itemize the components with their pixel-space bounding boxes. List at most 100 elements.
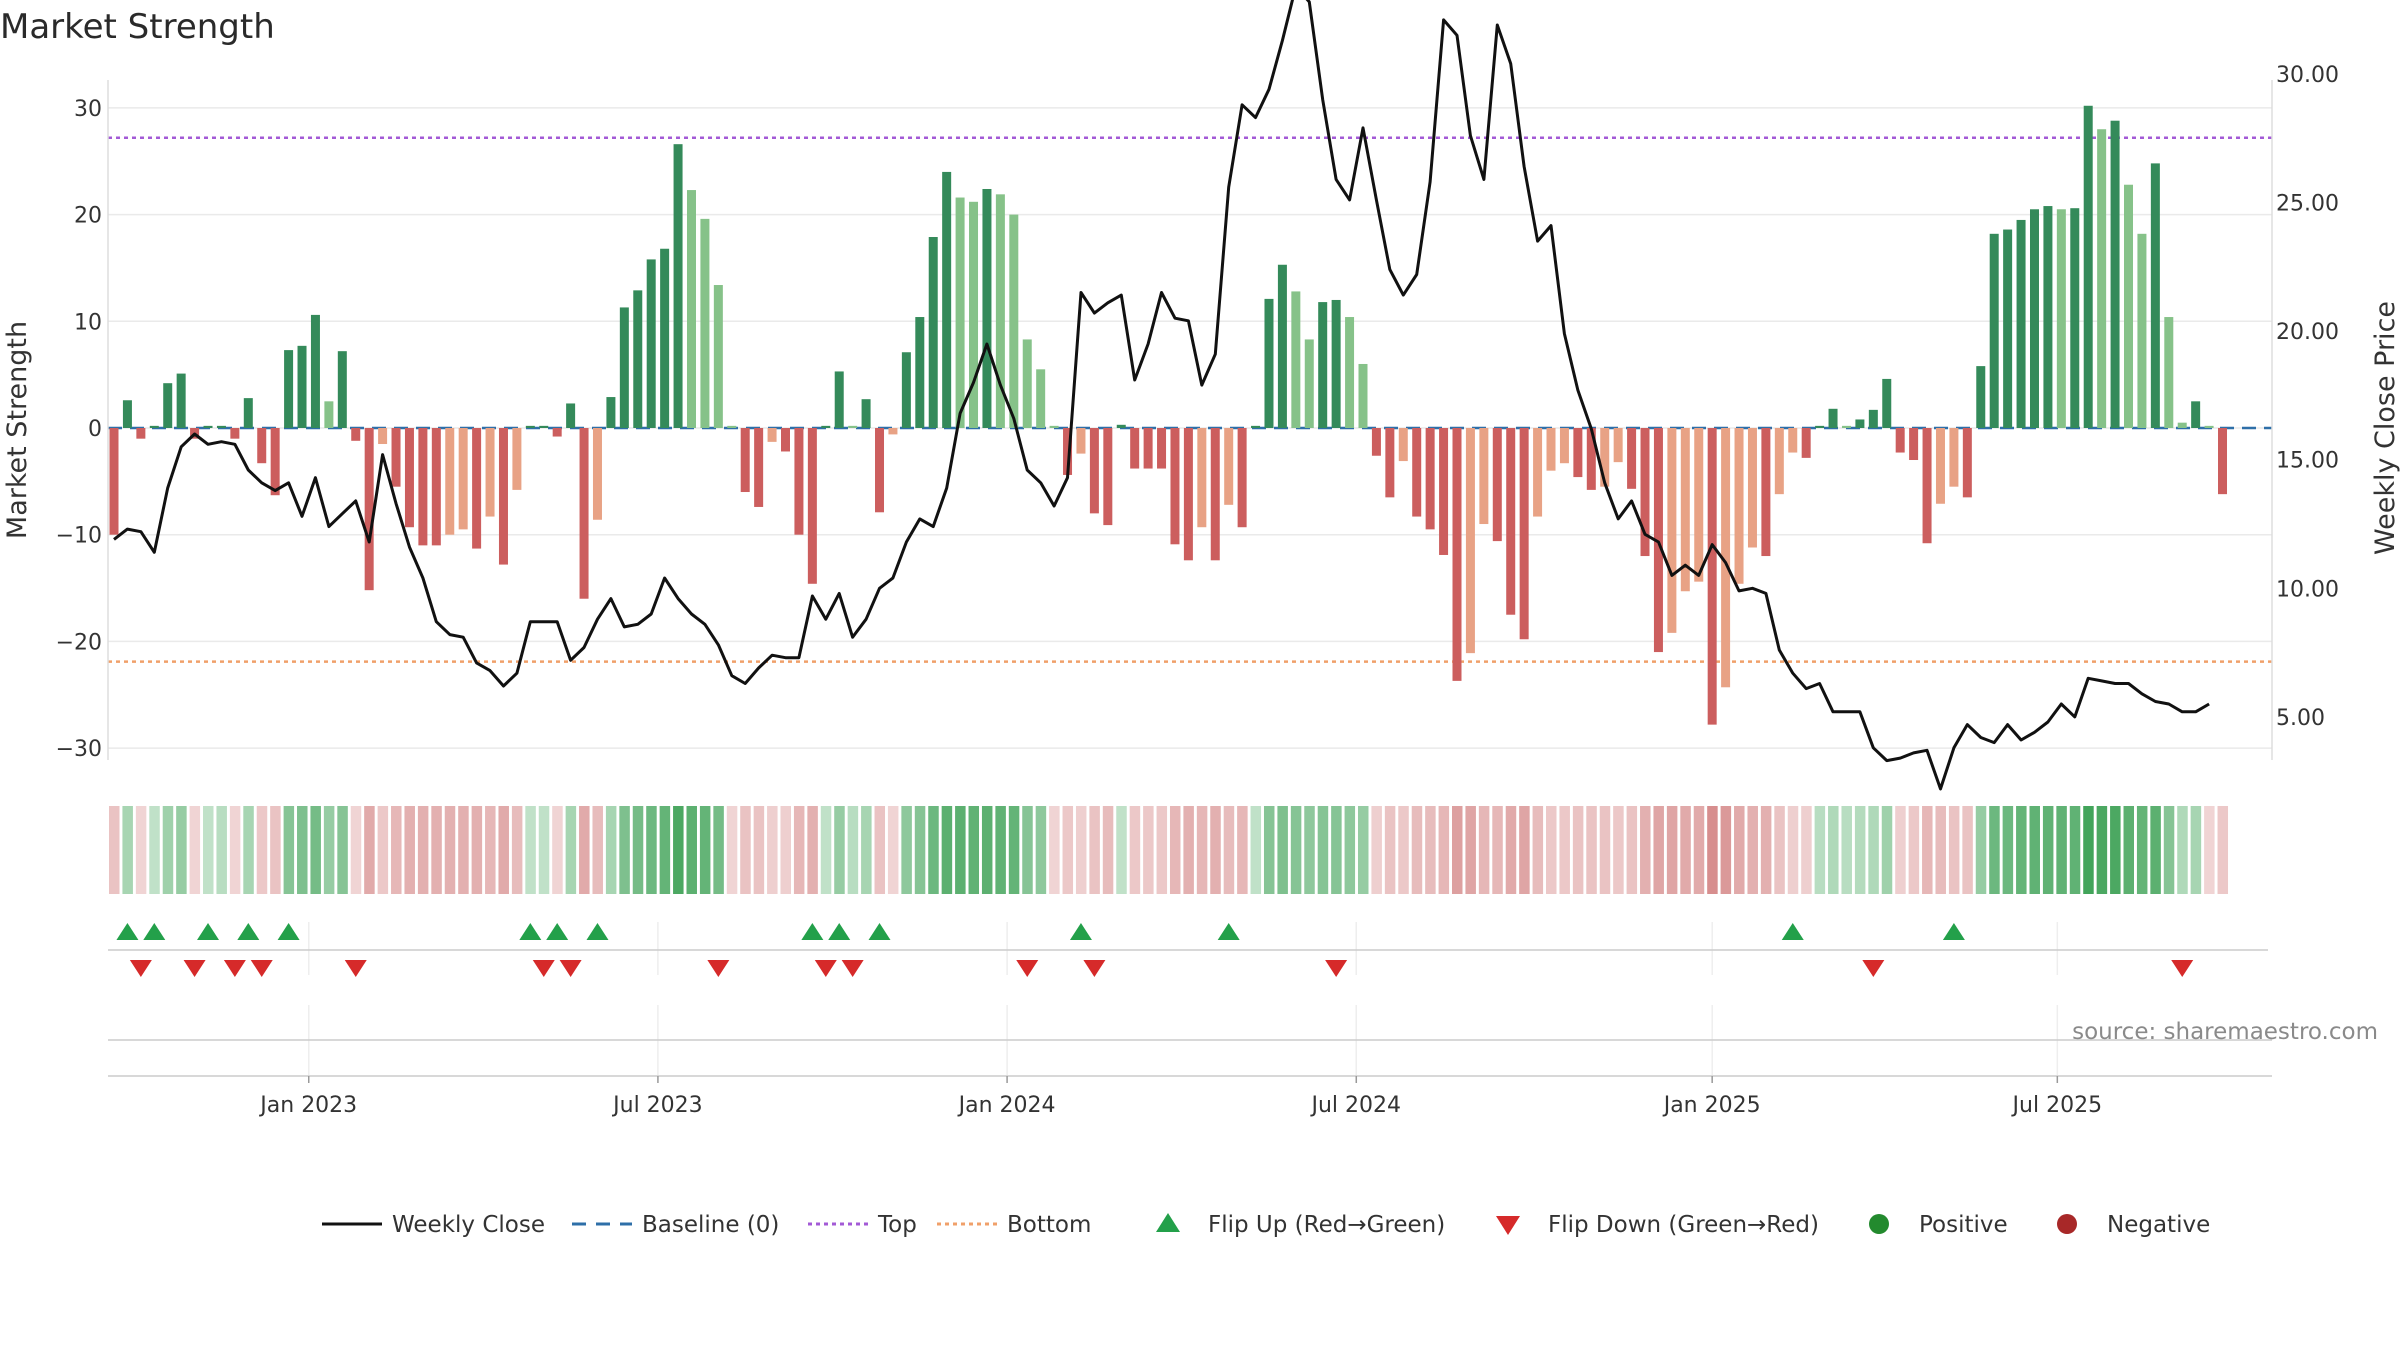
strength-bar bbox=[1815, 425, 1825, 428]
heat-band-cell bbox=[1720, 806, 1732, 894]
strength-bar bbox=[203, 425, 213, 428]
heat-band-cell bbox=[1129, 806, 1141, 894]
heat-band-cell bbox=[726, 806, 738, 894]
heat-band-cell bbox=[887, 806, 899, 894]
strength-bar bbox=[1089, 428, 1099, 514]
strength-bar bbox=[1694, 428, 1704, 582]
flip-up-marker bbox=[1781, 923, 1804, 940]
flip-down-marker bbox=[707, 960, 730, 977]
flip-down-marker bbox=[183, 960, 206, 977]
y2-tick-label: 15.00 bbox=[2276, 449, 2339, 474]
strength-bar bbox=[1721, 428, 1731, 688]
strength-bar bbox=[2056, 209, 2066, 428]
strength-bar bbox=[1183, 428, 1193, 561]
y2-tick-label: 5.00 bbox=[2276, 706, 2325, 731]
heat-band-cell bbox=[1734, 806, 1745, 894]
strength-bar bbox=[1264, 298, 1274, 428]
heat-band-cell bbox=[1438, 806, 1450, 894]
strength-bar bbox=[552, 428, 562, 437]
strength-bar bbox=[324, 401, 334, 428]
heat-band-cell bbox=[699, 806, 711, 894]
heat-band-cell bbox=[1640, 806, 1651, 894]
strength-bar bbox=[619, 307, 629, 428]
heat-band-cell bbox=[847, 806, 859, 894]
heat-band-cell bbox=[1250, 806, 1262, 894]
flip-down-marker bbox=[559, 960, 582, 977]
flip-up-marker bbox=[116, 923, 139, 940]
strength-bar bbox=[1559, 428, 1569, 464]
strength-bar bbox=[861, 399, 871, 428]
strength-bar bbox=[472, 428, 482, 549]
heat-band-cell bbox=[1787, 806, 1799, 894]
x-tick-label: Jan 2023 bbox=[258, 1093, 357, 1118]
strength-bar bbox=[122, 400, 132, 428]
heat-band-cell bbox=[1183, 806, 1194, 894]
flip-markers bbox=[108, 922, 2268, 977]
legend-flip-up-label: Flip Up (Red→Green) bbox=[1208, 1212, 1445, 1238]
strength-bar bbox=[807, 428, 817, 584]
strength-bar bbox=[1425, 428, 1435, 530]
heat-band-cell bbox=[404, 806, 415, 894]
strength-bar bbox=[754, 428, 764, 507]
heat-band-cell bbox=[256, 806, 268, 894]
y-tick-label: 20 bbox=[74, 204, 102, 229]
heat-band-cell bbox=[1881, 806, 1893, 894]
heat-band-cell bbox=[1116, 806, 1127, 894]
heat-band-cell bbox=[1948, 806, 1960, 894]
strength-bar bbox=[1197, 428, 1207, 528]
heat-band-cell bbox=[767, 806, 778, 894]
strength-bar bbox=[942, 171, 952, 429]
heat-band-cell bbox=[2163, 806, 2175, 894]
heat-band-cell bbox=[995, 806, 1006, 894]
flip-up-marker bbox=[519, 923, 542, 940]
heat-band-cell bbox=[1478, 806, 1490, 894]
strength-bar bbox=[216, 425, 226, 428]
strength-bar bbox=[1613, 428, 1623, 463]
heat-band-cell bbox=[391, 806, 402, 894]
strength-bar bbox=[915, 317, 925, 428]
strength-bar bbox=[848, 425, 858, 428]
strength-bar bbox=[1519, 428, 1529, 640]
strength-bar bbox=[888, 428, 898, 435]
heat-band-cell bbox=[162, 806, 174, 894]
strength-bar bbox=[1157, 428, 1167, 469]
strength-bar bbox=[1909, 428, 1919, 461]
heat-band-cell bbox=[981, 806, 993, 894]
heat-band-cell bbox=[1599, 806, 1611, 894]
y-tick-label: 0 bbox=[88, 417, 102, 442]
strength-bar bbox=[727, 425, 737, 428]
x-tick-label: Jul 2025 bbox=[2011, 1093, 2103, 1118]
heat-band-cell bbox=[807, 806, 818, 894]
strength-bar bbox=[1788, 428, 1798, 453]
heat-band-cell bbox=[323, 806, 335, 894]
strength-bar bbox=[2164, 317, 2174, 428]
heat-band-cell bbox=[1707, 806, 1718, 894]
flip-down-marker bbox=[1325, 960, 1348, 977]
heat-band-cell bbox=[646, 806, 657, 894]
heat-band-cell bbox=[337, 806, 348, 894]
y-tick-label: 10 bbox=[74, 310, 102, 335]
strength-bar bbox=[1116, 424, 1126, 428]
heat-band-cell bbox=[2217, 806, 2229, 894]
strength-bar bbox=[1304, 339, 1314, 428]
heat-band-cell bbox=[364, 806, 375, 894]
strength-bar bbox=[1224, 428, 1234, 505]
strength-bar bbox=[646, 259, 656, 428]
strength-bar bbox=[995, 194, 1005, 428]
chart-title: Market Strength bbox=[0, 7, 275, 47]
heat-band-cell bbox=[2110, 806, 2121, 894]
heat-band-cell bbox=[2096, 806, 2108, 894]
heat-band-cell bbox=[1492, 806, 1503, 894]
heat-band-cell bbox=[1398, 806, 1409, 894]
heat-band-cell bbox=[941, 806, 953, 894]
heat-band-cell bbox=[1626, 806, 1638, 894]
heat-band-cell bbox=[619, 806, 630, 894]
heat-band-cell bbox=[605, 806, 617, 894]
strength-bar bbox=[1653, 428, 1663, 653]
strength-bar bbox=[875, 428, 885, 513]
reference-lines bbox=[108, 136, 2272, 663]
strength-bar bbox=[1143, 428, 1153, 469]
strength-bar bbox=[525, 425, 535, 428]
strength-bar bbox=[1667, 428, 1677, 633]
strength-bar bbox=[673, 144, 683, 429]
